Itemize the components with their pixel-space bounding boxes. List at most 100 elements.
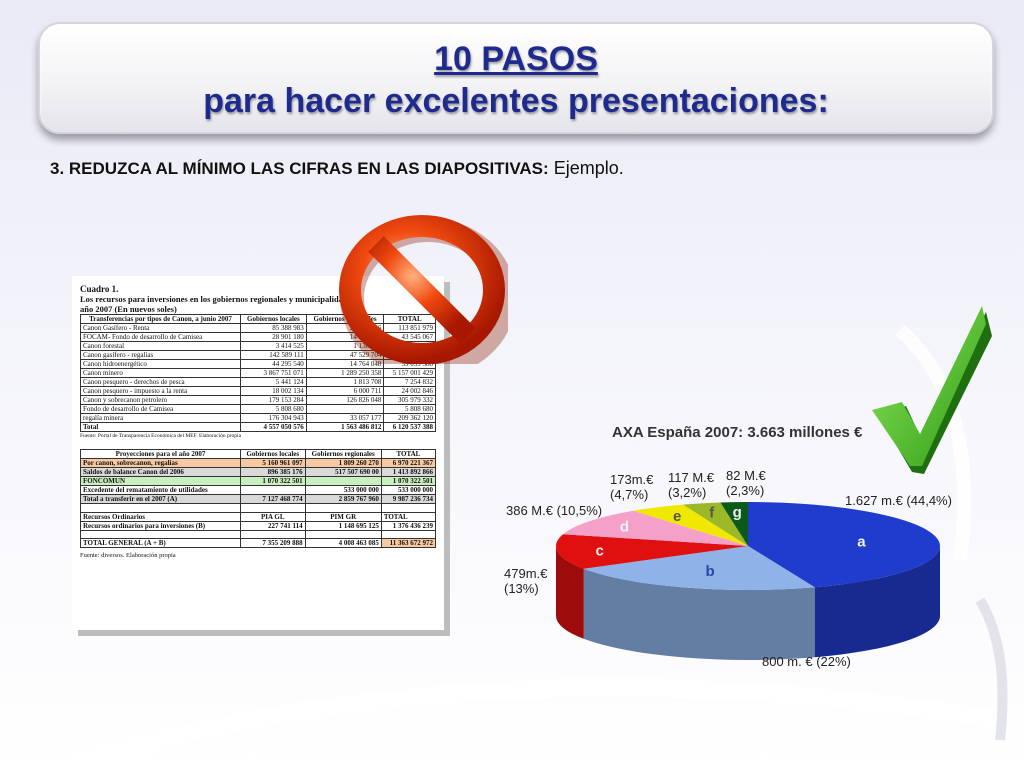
table-cell: TOTAL GENERAL (A + B) xyxy=(80,538,241,549)
table-cell: PIM GR xyxy=(304,511,382,522)
table-cell: 1 070 322 501 xyxy=(380,476,437,486)
table-cell: 533 000 000 xyxy=(380,485,437,495)
table-cell: 5 160 961 097 xyxy=(240,458,306,468)
table1-source: Fuente: Portal de Transparencia Económic… xyxy=(80,433,242,439)
doc-caption-l2: año 2007 (En nuevos soles) xyxy=(80,304,177,314)
table-cell: 1 563 486 812 xyxy=(305,422,385,432)
pie-letter-b: b xyxy=(705,563,714,580)
table-cell: 24 002 846 xyxy=(383,386,436,396)
pie-slice-g xyxy=(720,502,748,546)
table-cell: Canon hidroenergético xyxy=(80,359,241,369)
doc-caption-l1: Los recursos para inversiones en los gob… xyxy=(80,294,357,304)
spacer-row xyxy=(80,529,437,540)
pie-label-d: 386 M.€ (10,5%) xyxy=(506,503,603,518)
table-cell: 2 859 767 960 xyxy=(304,494,382,504)
table-cell: 209 362 120 xyxy=(383,413,436,423)
table-cell: Total a transferir en el 2007 (A) xyxy=(80,494,241,504)
table-cell: Canon gasífero - regalías xyxy=(80,350,241,360)
pie-side-c xyxy=(556,546,584,639)
table-cell: 44 295 540 xyxy=(240,359,307,369)
table-row: Total a transferir en el 2007 (A) 7 127 4… xyxy=(80,494,437,504)
pie-label-b: 800 m. € (22%) xyxy=(762,654,851,669)
table-cell: 179 153 284 xyxy=(240,395,307,405)
table-cell: Recursos Ordinarios xyxy=(80,511,241,522)
table-header: Proyecciones para el año 2007 xyxy=(80,449,241,459)
table-cell: 533 000 000 xyxy=(304,485,382,495)
table-cell: 1 413 892 866 xyxy=(380,467,437,477)
table-cell: Excedente del rematamiento de utilidades xyxy=(80,485,241,495)
table-cell: 4 008 463 085 xyxy=(304,538,382,549)
table-cell: 5 808 680 xyxy=(383,404,436,414)
table-cell: 1 813 708 xyxy=(305,377,385,387)
table-cell: Canon pesquero - impuesto a la renta xyxy=(80,386,241,396)
pie-letter-g: g xyxy=(733,504,742,521)
table-row: Por canon, sobrecanon, regalías 5 160 961… xyxy=(80,458,437,468)
checkmark-icon xyxy=(872,306,992,474)
table-row: Excedente del rematamiento de utilidades… xyxy=(80,485,437,495)
table-cell: FOCAM- Fondo de desarrollo de Camisea xyxy=(80,332,241,342)
table-row: regalía minera 176 304 943 33 057 177 209 3… xyxy=(80,413,436,423)
table-row: FONCOMUN 1 070 322 501 1 070 322 501 xyxy=(80,476,437,486)
table-cell: Canon forestal xyxy=(80,341,241,351)
table-cell xyxy=(240,485,306,495)
table-row-total: TOTAL GENERAL (A + B) 7 355 209 888 4 00… xyxy=(80,538,437,549)
pie-side-b xyxy=(583,568,815,660)
table-cell xyxy=(304,476,382,486)
table-cell: 227 741 114 xyxy=(240,520,306,531)
pie-label-c: 479m.€ (13%) xyxy=(504,566,548,596)
table-cell: 85 388 983 xyxy=(240,323,307,333)
table-cell: Canon pesquero - derechos de pesca xyxy=(80,377,241,387)
table-row: Fondo de desarrollo de Camisea 5 808 680 5… xyxy=(80,404,436,414)
table-cell: 176 304 943 xyxy=(240,413,307,423)
pie-label-e: 173m.€ (4,7%) xyxy=(610,472,654,502)
pie-letter-f: f xyxy=(709,505,715,522)
table-cell: 517 507 690 00 xyxy=(304,467,382,477)
table-row: Recursos Ordinarios PIA GL PIM GR TOTAL xyxy=(80,511,437,522)
table-cell: Canon minero xyxy=(80,368,241,378)
pie-slice-f xyxy=(683,502,748,546)
pie-slice-a xyxy=(748,502,940,588)
pie-slice-b xyxy=(583,546,815,590)
subtitle-normal: Ejemplo. xyxy=(548,158,624,178)
table-row: Canon y sobrecanon petrolero 179 153 284 1… xyxy=(80,395,436,405)
table-cell: regalía minera xyxy=(80,413,241,423)
table-cell: Fondo de desarrollo de Camisea xyxy=(80,404,241,414)
table-cell: 7 254 832 xyxy=(383,377,436,387)
table-header: Gobiernos regionales xyxy=(304,449,382,459)
table-header: Gobiernos locales xyxy=(240,314,307,324)
pie-letter-d: d xyxy=(620,519,629,536)
subtitle-strong: 3. REDUZCA AL MÍNIMO LAS CIFRAS EN LAS D… xyxy=(50,159,549,178)
table-cell: 5 808 680 xyxy=(240,404,307,414)
table-row: Canon pesquero - derechos de pesca 5 441 … xyxy=(80,377,436,387)
table-row: Saldos de balance Canon del 2006 896 385 … xyxy=(80,467,437,477)
title-box: 10 PASOS para hacer excelentes presentac… xyxy=(38,22,994,134)
table-header: Transferencias por tipos de Canon, a jun… xyxy=(80,314,241,324)
table-cell: 28 901 180 xyxy=(240,332,307,342)
table-cell: 896 385 176 xyxy=(240,467,306,477)
table-cell: 6 120 537 388 xyxy=(383,422,436,432)
table-cell: TOTAL xyxy=(380,511,437,522)
pie-slice-e xyxy=(633,504,748,546)
pie-label-f: 117 M.€ (3,2%) xyxy=(668,470,715,500)
table-cell: 1 289 250 358 xyxy=(305,368,385,378)
pie-label-g: 82 M.€ (2,3%) xyxy=(726,468,766,498)
table-cell: 126 826 048 xyxy=(305,395,385,405)
table-cell: 7 355 209 888 xyxy=(240,538,306,549)
pie-slice-d xyxy=(563,510,748,546)
table-cell: 11 363 672 972 xyxy=(380,538,437,549)
chart-title: AXA España 2007: 3.663 millones € xyxy=(612,424,863,441)
table-cell: 33 057 177 xyxy=(305,413,385,423)
table-cell: Recursos ordinarios para inversiones (B) xyxy=(80,520,241,531)
table-cell: 9 987 236 734 xyxy=(380,494,437,504)
table-cell: Por canon, sobrecanon, regalías xyxy=(80,458,241,468)
table-cell: Canon y sobrecanon petrolero xyxy=(80,395,241,405)
table-cell: 3 414 525 xyxy=(240,341,307,351)
table-cell: Total xyxy=(80,422,241,432)
table-cell: 142 589 111 xyxy=(240,350,307,360)
pie-letter-e: e xyxy=(673,508,681,525)
table-cell: 1 809 260 270 xyxy=(304,458,382,468)
table-cell: 7 127 468 774 xyxy=(240,494,306,504)
table-cell: 1 376 436 239 xyxy=(380,520,437,531)
table-cell: 18 002 134 xyxy=(240,386,307,396)
table-cell xyxy=(305,404,385,414)
